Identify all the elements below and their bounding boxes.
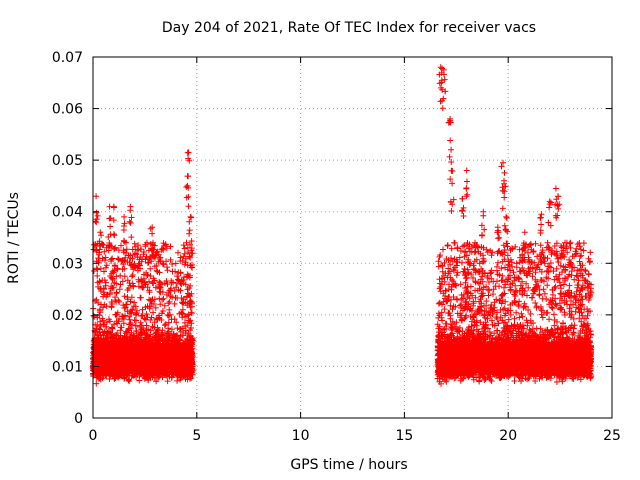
y-tick-label: 0.05 bbox=[52, 153, 83, 169]
scatter-points bbox=[90, 64, 595, 387]
chart-title: Day 204 of 2021, Rate Of TEC Index for r… bbox=[162, 20, 536, 36]
x-tick-label: 0 bbox=[89, 428, 98, 444]
x-axis-label: GPS time / hours bbox=[290, 457, 407, 473]
y-tick-label: 0.02 bbox=[52, 308, 83, 324]
x-tick-label: 10 bbox=[292, 428, 310, 444]
y-tick-label: 0 bbox=[74, 411, 83, 427]
axis-ticks: 0 5 10 15 20 25 0 0.01 0.02 0.03 0.04 0.05 0.06 0.07 bbox=[52, 50, 621, 444]
y-tick-label: 0.03 bbox=[52, 256, 83, 272]
x-tick-label: 20 bbox=[499, 428, 517, 444]
y-tick-label: 0.04 bbox=[52, 205, 83, 221]
x-tick-label: 25 bbox=[603, 428, 621, 444]
y-tick-label: 0.07 bbox=[52, 50, 83, 66]
x-tick-label: 15 bbox=[395, 428, 413, 444]
plot-frame bbox=[92, 56, 613, 419]
y-tick-label: 0.06 bbox=[52, 102, 83, 118]
x-tick-label: 5 bbox=[192, 428, 201, 444]
y-tick-label: 0.01 bbox=[52, 359, 83, 375]
data-points bbox=[90, 64, 595, 387]
y-axis-label: ROTI / TECUs bbox=[6, 192, 22, 284]
